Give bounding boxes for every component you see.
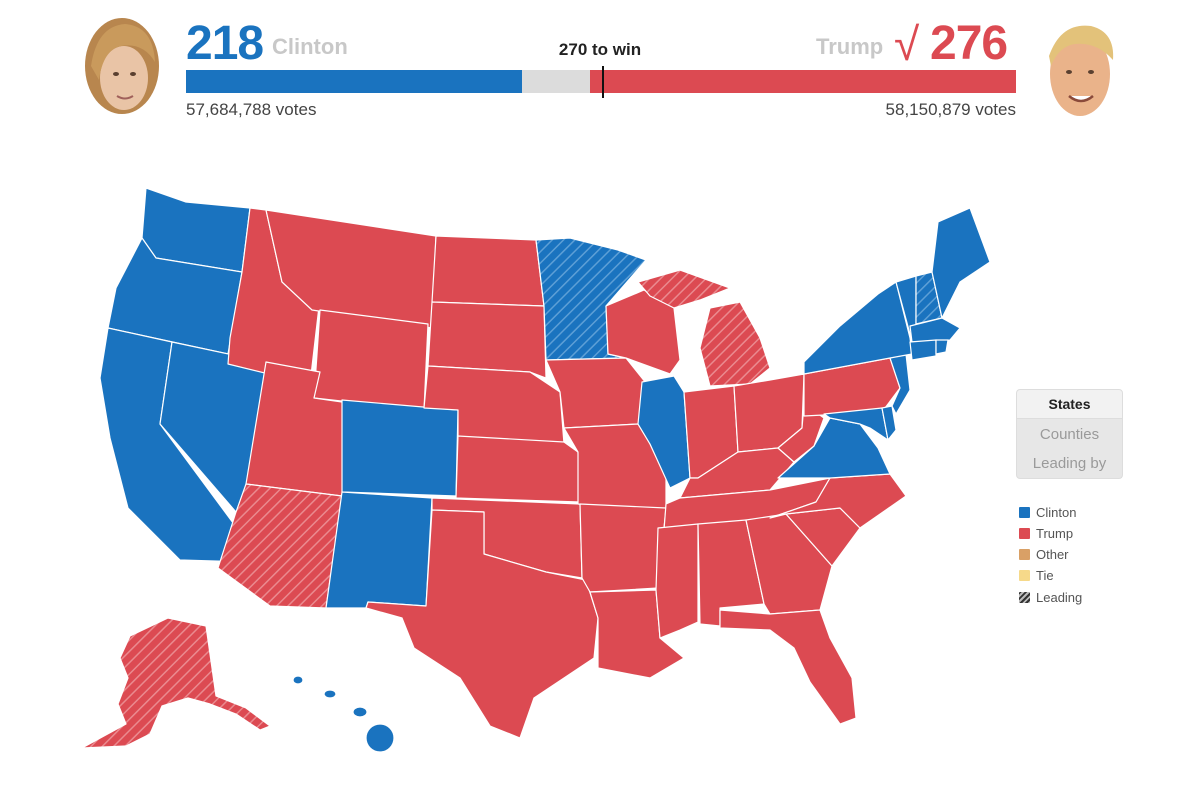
us-electoral-map: [81, 187, 991, 753]
state-texas[interactable]: [365, 509, 599, 739]
legend-other: Other: [1019, 546, 1069, 562]
state-mississippi[interactable]: [655, 523, 699, 639]
trump-swatch: [1019, 527, 1030, 539]
trump-name: Trump: [816, 34, 884, 59]
electoral-progress-bar: [186, 66, 1016, 98]
toggle-states[interactable]: States: [1016, 389, 1123, 419]
state-colorado[interactable]: [341, 399, 459, 497]
clinton-bar-fill: [186, 70, 523, 93]
state-michigan[interactable]: [699, 301, 771, 387]
clinton-avatar: [83, 16, 161, 122]
to-win-label: 270 to win: [558, 40, 642, 59]
legend-trump: Trump: [1019, 525, 1073, 541]
legend-label: Trump: [1036, 525, 1074, 541]
tie-swatch: [1019, 569, 1030, 581]
state-alaska[interactable]: [81, 617, 271, 749]
winner-check-icon: √: [894, 18, 920, 70]
legend-tie: Tie: [1019, 567, 1054, 583]
state-wyoming[interactable]: [313, 309, 429, 411]
state-kansas[interactable]: [455, 435, 581, 503]
trump-electoral-votes: 276: [930, 17, 1008, 70]
state-michigan-up[interactable]: [637, 269, 731, 309]
state-hawaii-big[interactable]: [365, 723, 395, 753]
legend-label: Tie: [1036, 567, 1054, 583]
clinton-popular-votes: 57,684,788 votes: [186, 100, 317, 119]
state-north-dakota[interactable]: [431, 235, 545, 307]
state-arkansas[interactable]: [579, 503, 667, 593]
state-north-carolina[interactable]: [769, 473, 907, 529]
toggle-counties[interactable]: Counties: [1016, 419, 1123, 449]
state-massachusetts[interactable]: [909, 317, 961, 343]
state-west-virginia[interactable]: [777, 403, 825, 463]
clinton-name: Clinton: [272, 34, 348, 59]
state-illinois[interactable]: [637, 375, 691, 489]
state-delaware[interactable]: [881, 405, 897, 441]
legend-label: Other: [1036, 546, 1069, 562]
legend-leading: Leading: [1019, 589, 1082, 605]
toggle-leading-by[interactable]: Leading by: [1016, 449, 1123, 479]
legend-label: Clinton: [1036, 504, 1077, 520]
state-new-york[interactable]: [803, 281, 913, 375]
state-maine[interactable]: [931, 207, 991, 319]
state-rhode-island[interactable]: [935, 339, 949, 355]
clinton-electoral-votes: 218: [186, 17, 264, 70]
state-connecticut[interactable]: [909, 339, 937, 361]
state-hawaii-maui[interactable]: [352, 706, 368, 718]
state-virginia[interactable]: [777, 417, 891, 479]
state-hawaii-oahu[interactable]: [323, 689, 337, 699]
legend-label: Leading: [1036, 589, 1083, 605]
state-south-dakota[interactable]: [427, 301, 547, 379]
state-hawaii-kauai[interactable]: [292, 675, 304, 685]
threshold-marker: [601, 66, 604, 98]
clinton-swatch: [1019, 506, 1030, 518]
trump-bar-fill: [590, 70, 1016, 93]
state-new-mexico[interactable]: [325, 491, 433, 609]
state-florida[interactable]: [719, 609, 857, 725]
legend-clinton: Clinton: [1019, 504, 1076, 520]
trump-popular-votes: 58,150,879 votes: [885, 100, 1016, 119]
other-swatch: [1019, 548, 1030, 560]
leading-hatch-icon: [1019, 591, 1030, 603]
trump-avatar: [1041, 16, 1119, 122]
